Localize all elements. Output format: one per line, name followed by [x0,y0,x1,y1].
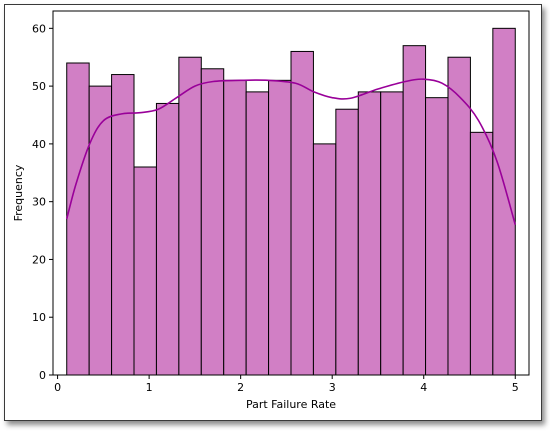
x-tick-label: 4 [420,381,427,394]
histogram-bars [66,27,516,376]
y-tick-label: 40 [32,138,46,151]
histogram-bar [178,56,202,376]
histogram-bar [425,97,449,376]
x-tick-label: 1 [146,381,153,394]
histogram-bar [200,68,225,376]
histogram-bar [402,45,427,376]
histogram-bar [335,108,359,376]
y-tick-label: 20 [32,253,46,266]
histogram-bar [380,91,404,376]
x-tick-label: 5 [512,381,519,394]
x-axis: 0 1 2 3 4 5 [54,375,519,394]
kde-curve [65,78,517,225]
y-axis-label: Frequency [12,164,25,221]
histogram-bar [357,91,382,376]
histogram-bar [290,50,314,376]
y-axis: 0 10 20 30 40 50 60 [32,22,53,382]
x-tick-label: 2 [237,381,244,394]
histogram-bar [133,166,157,376]
x-axis-label: Part Failure Rate [246,398,336,411]
histogram-bar [268,79,292,376]
histogram-bar [492,27,516,376]
y-tick-label: 0 [39,369,46,382]
histogram-bar [111,74,135,376]
plot-area-border [52,10,530,376]
histogram-bar [66,62,90,376]
x-tick-label: 3 [329,381,336,394]
y-tick-label: 30 [32,196,46,209]
y-tick-label: 50 [32,80,46,93]
y-tick-label: 10 [32,311,46,324]
histogram-bar [312,143,337,376]
y-tick-label: 60 [32,22,46,35]
x-tick-label: 0 [54,381,61,394]
histogram-bar [88,85,113,376]
kde-layer [65,78,517,225]
histogram-bar [245,91,270,376]
histogram-bar [155,102,180,376]
histogram-bar [469,131,494,376]
histogram-bar [223,79,247,376]
